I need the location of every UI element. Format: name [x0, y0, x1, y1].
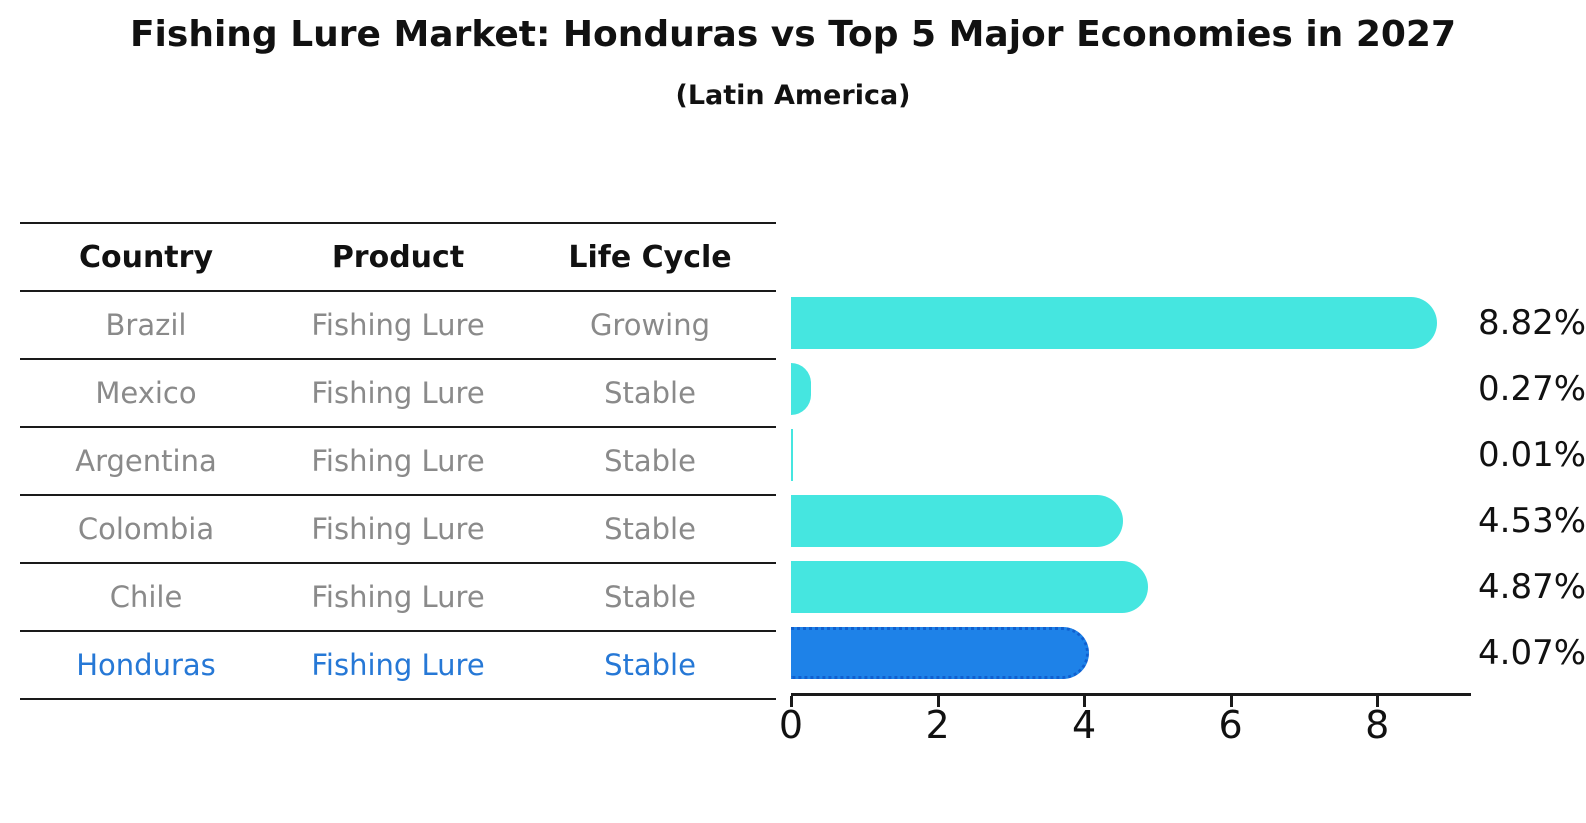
table-header-row: Country Product Life Cycle — [20, 224, 776, 292]
table-cell-lifecycle: Growing — [589, 308, 711, 342]
x-tick-label: 6 — [1218, 703, 1243, 747]
bar-row — [791, 620, 1471, 686]
x-axis-spine — [791, 693, 1471, 696]
table-cell-country: Argentina — [75, 444, 217, 478]
bar-row — [791, 422, 1471, 488]
table-cell-country: Mexico — [95, 376, 197, 410]
table-header-product: Product — [331, 239, 465, 275]
table-cell-lifecycle: Stable — [604, 512, 696, 546]
table-cell-lifecycle: Stable — [604, 648, 696, 682]
bar-row — [791, 356, 1471, 422]
data-table: Country Product Life Cycle Brazil Fishing… — [20, 222, 776, 700]
x-tick — [936, 696, 940, 707]
page-subtitle: (Latin America) — [675, 80, 911, 111]
bar-row — [791, 290, 1471, 356]
table-cell-product: Fishing Lure — [311, 512, 485, 546]
value-label: 8.82% — [1478, 303, 1586, 343]
x-tick — [1376, 696, 1380, 707]
table-cell-country: Brazil — [105, 308, 187, 342]
table-header-country: Country — [78, 239, 214, 275]
x-tick — [1083, 696, 1087, 707]
bar-chart — [791, 290, 1471, 686]
bar — [791, 561, 1148, 613]
value-label: 0.27% — [1478, 369, 1586, 409]
table-cell-country: Chile — [109, 580, 183, 614]
table-cell-product: Fishing Lure — [311, 308, 485, 342]
bar-row — [791, 554, 1471, 620]
table-cell-product: Fishing Lure — [311, 376, 485, 410]
table-cell-lifecycle: Stable — [604, 580, 696, 614]
value-label: 0.01% — [1478, 435, 1586, 475]
x-tick-label: 8 — [1365, 703, 1390, 747]
x-tick — [790, 696, 793, 707]
bar — [791, 297, 1438, 349]
table-row: Brazil Fishing Lure Growing — [20, 292, 776, 360]
table-row: Argentina Fishing Lure Stable — [20, 428, 776, 496]
table-row: Honduras Fishing Lure Stable — [20, 632, 776, 700]
x-tick — [1229, 696, 1233, 707]
x-tick-label: 4 — [1072, 703, 1097, 747]
value-label: 4.07% — [1478, 633, 1586, 673]
table-cell-country: Honduras — [76, 648, 216, 682]
table-cell-product: Fishing Lure — [311, 444, 485, 478]
table-cell-product: Fishing Lure — [311, 648, 485, 682]
table-row: Mexico Fishing Lure Stable — [20, 360, 776, 428]
table-header-lifecycle: Life Cycle — [568, 239, 732, 275]
bar — [791, 429, 793, 481]
bar-highlight — [791, 627, 1090, 679]
table-cell-lifecycle: Stable — [604, 444, 696, 478]
bar — [791, 495, 1123, 547]
table-row: Chile Fishing Lure Stable — [20, 564, 776, 632]
value-label: 4.53% — [1478, 501, 1586, 541]
x-tick-label: 0 — [778, 703, 804, 747]
value-labels: 8.82% 0.27% 0.01% 4.53% 4.87% 4.07% — [1478, 290, 1586, 686]
page-title: Fishing Lure Market: Honduras vs Top 5 M… — [129, 14, 1457, 55]
table-row: Colombia Fishing Lure Stable — [20, 496, 776, 564]
bar — [791, 363, 811, 415]
table-body: Brazil Fishing Lure Growing Mexico Fishing L… — [20, 292, 776, 700]
x-tick-label: 2 — [925, 703, 950, 747]
value-label: 4.87% — [1478, 567, 1586, 607]
table-cell-product: Fishing Lure — [311, 580, 485, 614]
table-cell-lifecycle: Stable — [604, 376, 696, 410]
bar-row — [791, 488, 1471, 554]
table-cell-country: Colombia — [77, 512, 215, 546]
